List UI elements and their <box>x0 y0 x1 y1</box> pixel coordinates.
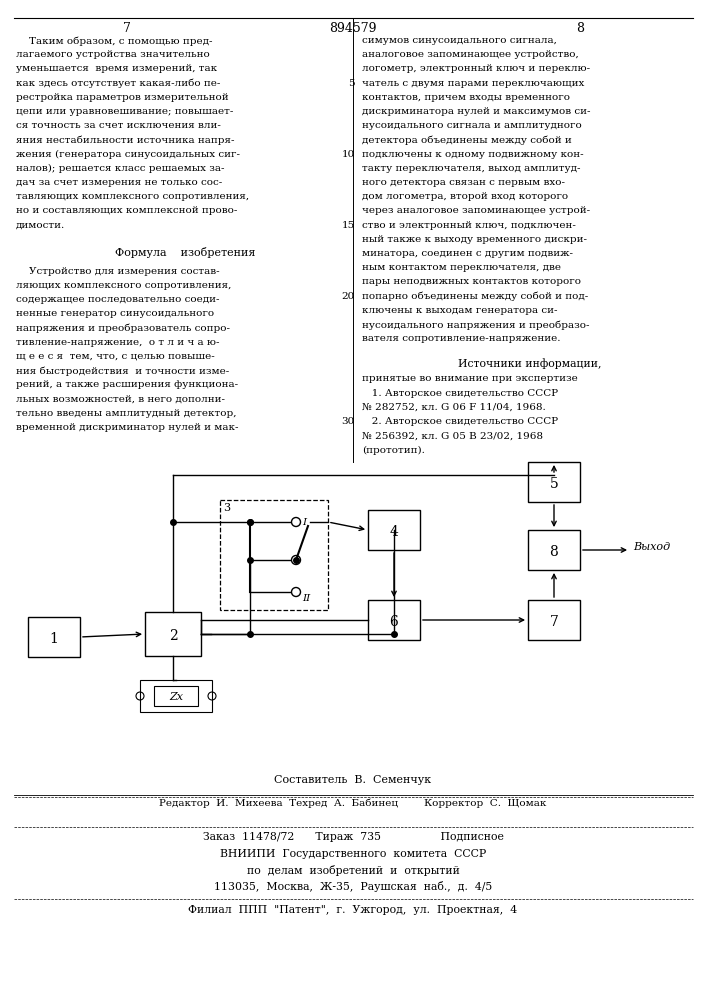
Bar <box>528 530 580 570</box>
Text: 1. Авторское свидетельство СССР: 1. Авторское свидетельство СССР <box>362 389 558 398</box>
Text: Формула    изобретения: Формула изобретения <box>115 247 255 258</box>
Text: детектора объединены между собой и: детектора объединены между собой и <box>362 135 572 145</box>
Text: дач за счет измерения не только сос-: дач за счет измерения не только сос- <box>16 178 222 187</box>
Text: Редактор  И.  Михеева  Техред  А.  Бабинец        Корректор  С.  Щомак: Редактор И. Михеева Техред А. Бабинец Ко… <box>159 799 547 808</box>
Bar <box>220 500 328 610</box>
Text: Источники информации,: Источники информации, <box>458 358 602 369</box>
Text: подключены к одному подвижному кон-: подключены к одному подвижному кон- <box>362 150 583 159</box>
Text: логометр, электронный ключ и переклю-: логометр, электронный ключ и переклю- <box>362 64 590 73</box>
Text: 30: 30 <box>341 417 355 426</box>
Text: (прототип).: (прототип). <box>362 445 425 455</box>
Text: дом логометра, второй вход которого: дом логометра, второй вход которого <box>362 192 568 201</box>
Bar <box>528 462 580 502</box>
Text: Таким образом, с помощью пред-: Таким образом, с помощью пред- <box>16 36 213 45</box>
Text: нусоидального напряжения и преобразо-: нусоидального напряжения и преобразо- <box>362 320 590 330</box>
Text: 8: 8 <box>549 545 559 559</box>
Text: ся точность за счет исключения вли-: ся точность за счет исключения вли- <box>16 121 221 130</box>
Text: нусоидального сигнала и амплитудного: нусоидального сигнала и амплитудного <box>362 121 582 130</box>
Text: через аналоговое запоминающее устрой-: через аналоговое запоминающее устрой- <box>362 206 590 215</box>
Text: лагаемого устройства значительно: лагаемого устройства значительно <box>16 50 210 59</box>
Text: 6: 6 <box>390 615 398 629</box>
Text: симумов синусоидального сигнала,: симумов синусоидального сигнала, <box>362 36 557 45</box>
Text: № 256392, кл. G 05 В 23/02, 1968: № 256392, кл. G 05 В 23/02, 1968 <box>362 431 543 440</box>
Text: Заказ  11478/72      Тираж  735                 Подписное: Заказ 11478/72 Тираж 735 Подписное <box>203 832 503 842</box>
Text: вателя сопротивление-напряжение.: вателя сопротивление-напряжение. <box>362 334 561 343</box>
Text: цепи или уравновешивание; повышает-: цепи или уравновешивание; повышает- <box>16 107 233 116</box>
Text: аналоговое запоминающее устройство,: аналоговое запоминающее устройство, <box>362 50 579 59</box>
Bar <box>145 612 201 656</box>
Text: как здесь отсутствует какая-либо пе-: как здесь отсутствует какая-либо пе- <box>16 79 221 88</box>
Text: 894579: 894579 <box>329 22 377 35</box>
Text: ВНИИПИ  Государственного  комитета  СССР: ВНИИПИ Государственного комитета СССР <box>220 849 486 859</box>
Text: льных возможностей, в него дополни-: льных возможностей, в него дополни- <box>16 395 225 404</box>
Text: ляющих комплексного сопротивления,: ляющих комплексного сопротивления, <box>16 281 231 290</box>
Text: тивление-напряжение,  о т л и ч а ю-: тивление-напряжение, о т л и ч а ю- <box>16 338 219 347</box>
Text: рестройка параметров измерительной: рестройка параметров измерительной <box>16 93 228 102</box>
Text: 5: 5 <box>349 79 355 88</box>
Text: пары неподвижных контактов которого: пары неподвижных контактов которого <box>362 277 581 286</box>
Bar <box>528 600 580 640</box>
Text: тельно введены амплитудный детектор,: тельно введены амплитудный детектор, <box>16 409 237 418</box>
Text: минатора, соединен с другим подвиж-: минатора, соединен с другим подвиж- <box>362 249 573 258</box>
Text: щ е е с я  тем, что, с целью повыше-: щ е е с я тем, что, с целью повыше- <box>16 352 215 361</box>
Text: ключены к выходам генератора си-: ключены к выходам генератора си- <box>362 306 558 315</box>
Text: тавляющих комплексного сопротивления,: тавляющих комплексного сопротивления, <box>16 192 249 201</box>
Text: Филиал  ППП  "Патент",  г.  Ужгород,  ул.  Проектная,  4: Филиал ППП "Патент", г. Ужгород, ул. Про… <box>189 905 518 915</box>
Text: 2: 2 <box>169 629 177 643</box>
Text: содержащее последовательно соеди-: содержащее последовательно соеди- <box>16 295 219 304</box>
Text: контактов, причем входы временного: контактов, причем входы временного <box>362 93 570 102</box>
Text: 1: 1 <box>49 632 59 646</box>
Bar <box>368 600 420 640</box>
Text: Zx: Zx <box>169 692 183 702</box>
Text: ного детектора связан с первым вхо-: ного детектора связан с первым вхо- <box>362 178 565 187</box>
Text: 7: 7 <box>549 615 559 629</box>
Text: № 282752, кл. G 06 F 11/04, 1968.: № 282752, кл. G 06 F 11/04, 1968. <box>362 403 546 412</box>
Text: Составитель  В.  Семенчук: Составитель В. Семенчук <box>274 775 431 785</box>
Text: налов); решается класс решаемых за-: налов); решается класс решаемых за- <box>16 164 225 173</box>
Text: уменьшается  время измерений, так: уменьшается время измерений, так <box>16 64 217 73</box>
Text: попарно объединены между собой и под-: попарно объединены между собой и под- <box>362 292 588 301</box>
Text: 8: 8 <box>576 22 584 35</box>
Text: чатель с двумя парами переключающих: чатель с двумя парами переключающих <box>362 79 585 88</box>
Text: 10: 10 <box>341 150 355 159</box>
Text: яния нестабильности источника напря-: яния нестабильности источника напря- <box>16 135 235 145</box>
Text: ным контактом переключателя, две: ным контактом переключателя, две <box>362 263 561 272</box>
Text: по  делам  изобретений  и  открытий: по делам изобретений и открытий <box>247 865 460 876</box>
Text: 3: 3 <box>223 503 230 513</box>
Text: 2. Авторское свидетельство СССР: 2. Авторское свидетельство СССР <box>362 417 558 426</box>
Text: Выход: Выход <box>633 542 670 552</box>
Text: ненные генератор синусоидального: ненные генератор синусоидального <box>16 309 214 318</box>
Text: принятые во внимание при экспертизе: принятые во внимание при экспертизе <box>362 374 578 383</box>
Text: 7: 7 <box>123 22 131 35</box>
Text: временной дискриминатор нулей и мак-: временной дискриминатор нулей и мак- <box>16 423 238 432</box>
Text: Устройство для измерения состав-: Устройство для измерения состав- <box>16 267 220 276</box>
Text: 113035,  Москва,  Ж-35,  Раушская  наб.,  д.  4/5: 113035, Москва, Ж-35, Раушская наб., д. … <box>214 881 492 892</box>
Bar <box>28 617 80 657</box>
Text: такту переключателя, выход амплитуд-: такту переключателя, выход амплитуд- <box>362 164 580 173</box>
Text: ство и электронный ключ, подключен-: ство и электронный ключ, подключен- <box>362 221 576 230</box>
Bar <box>154 686 198 706</box>
Text: рений, а также расширения функциона-: рений, а также расширения функциона- <box>16 380 238 389</box>
Text: 5: 5 <box>549 477 559 491</box>
Text: дискриминатора нулей и максимумов си-: дискриминатора нулей и максимумов си- <box>362 107 590 116</box>
Text: но и составляющих комплексной прово-: но и составляющих комплексной прово- <box>16 206 238 215</box>
Bar <box>140 680 212 712</box>
Text: ный также к выходу временного дискри-: ный также к выходу временного дискри- <box>362 235 587 244</box>
Text: 20: 20 <box>341 292 355 301</box>
Text: димости.: димости. <box>16 221 65 230</box>
Text: напряжения и преобразователь сопро-: напряжения и преобразователь сопро- <box>16 324 230 333</box>
Text: I: I <box>302 518 306 527</box>
Text: II: II <box>302 594 310 603</box>
Text: жения (генератора синусоидальных сиг-: жения (генератора синусоидальных сиг- <box>16 150 240 159</box>
Text: 4: 4 <box>390 525 399 539</box>
Text: 15: 15 <box>341 221 355 230</box>
Bar <box>368 510 420 550</box>
Text: ния быстродействия  и точности изме-: ния быстродействия и точности изме- <box>16 366 229 376</box>
